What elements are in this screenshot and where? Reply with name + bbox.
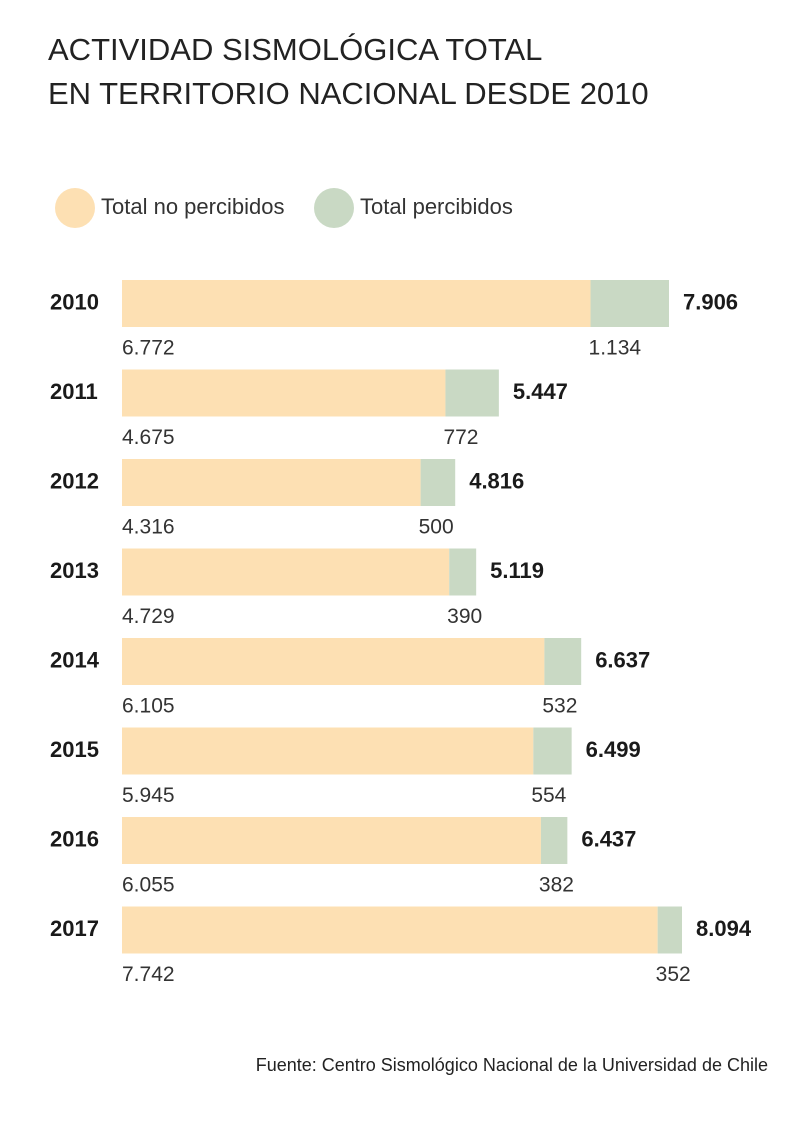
value-label: 6.105 <box>122 695 175 718</box>
value-label: 5.945 <box>122 784 175 807</box>
value-label: 1.134 <box>589 337 642 360</box>
bar-segment <box>449 548 477 596</box>
y-tick-label: 2016 <box>50 826 99 851</box>
chart-title: ACTIVIDAD SISMOLÓGICA TOTAL <box>48 32 542 67</box>
chart-title: EN TERRITORIO NACIONAL DESDE 2010 <box>48 76 649 111</box>
value-label: 352 <box>656 963 691 986</box>
value-label: 500 <box>419 516 454 539</box>
bar-segment <box>122 548 450 596</box>
value-label: 6.772 <box>122 337 175 360</box>
total-label: 5.119 <box>490 558 544 583</box>
y-tick-label: 2017 <box>50 916 99 941</box>
value-label: 4.729 <box>122 605 175 628</box>
value-label: 4.316 <box>122 516 175 539</box>
bar-segment <box>122 817 541 864</box>
bar-segment <box>533 727 572 775</box>
value-label: 554 <box>531 784 566 807</box>
total-label: 6.637 <box>595 647 650 672</box>
bar-segment <box>657 906 682 954</box>
bar-segment <box>540 817 568 864</box>
bar-segment <box>122 727 534 775</box>
total-label: 4.816 <box>469 468 524 493</box>
value-label: 390 <box>447 605 482 628</box>
total-label: 5.447 <box>513 379 568 404</box>
legend-label: Total no percibidos <box>101 194 284 219</box>
bar-segment <box>122 906 658 954</box>
value-label: 532 <box>542 695 577 718</box>
value-label: 4.675 <box>122 426 175 449</box>
legend-swatch <box>314 188 354 228</box>
total-label: 8.094 <box>696 916 752 941</box>
source: Fuente: Centro Sismológico Nacional de l… <box>256 1055 768 1075</box>
y-tick-label: 2013 <box>50 558 99 583</box>
y-tick-label: 2015 <box>50 737 99 762</box>
y-tick-label: 2012 <box>50 468 99 493</box>
total-label: 6.499 <box>586 737 641 762</box>
value-label: 382 <box>539 874 574 897</box>
bar-segment <box>122 638 545 685</box>
y-tick-label: 2014 <box>50 647 100 672</box>
bar-segment <box>445 369 499 417</box>
bar-segment <box>122 369 446 417</box>
value-label: 7.742 <box>122 963 175 986</box>
y-tick-label: 2011 <box>50 379 98 404</box>
legend-label: Total percibidos <box>360 194 513 219</box>
bar-segment <box>122 459 421 506</box>
legend-swatch <box>55 188 95 228</box>
total-label: 7.906 <box>683 289 738 314</box>
y-tick-label: 2010 <box>50 289 99 314</box>
bar-segment <box>122 280 591 327</box>
total-label: 6.437 <box>581 826 636 851</box>
bar-segment <box>590 280 669 327</box>
value-label: 6.055 <box>122 874 175 897</box>
bar-segment <box>420 459 456 506</box>
value-label: 772 <box>443 426 478 449</box>
bar-segment <box>544 638 582 685</box>
